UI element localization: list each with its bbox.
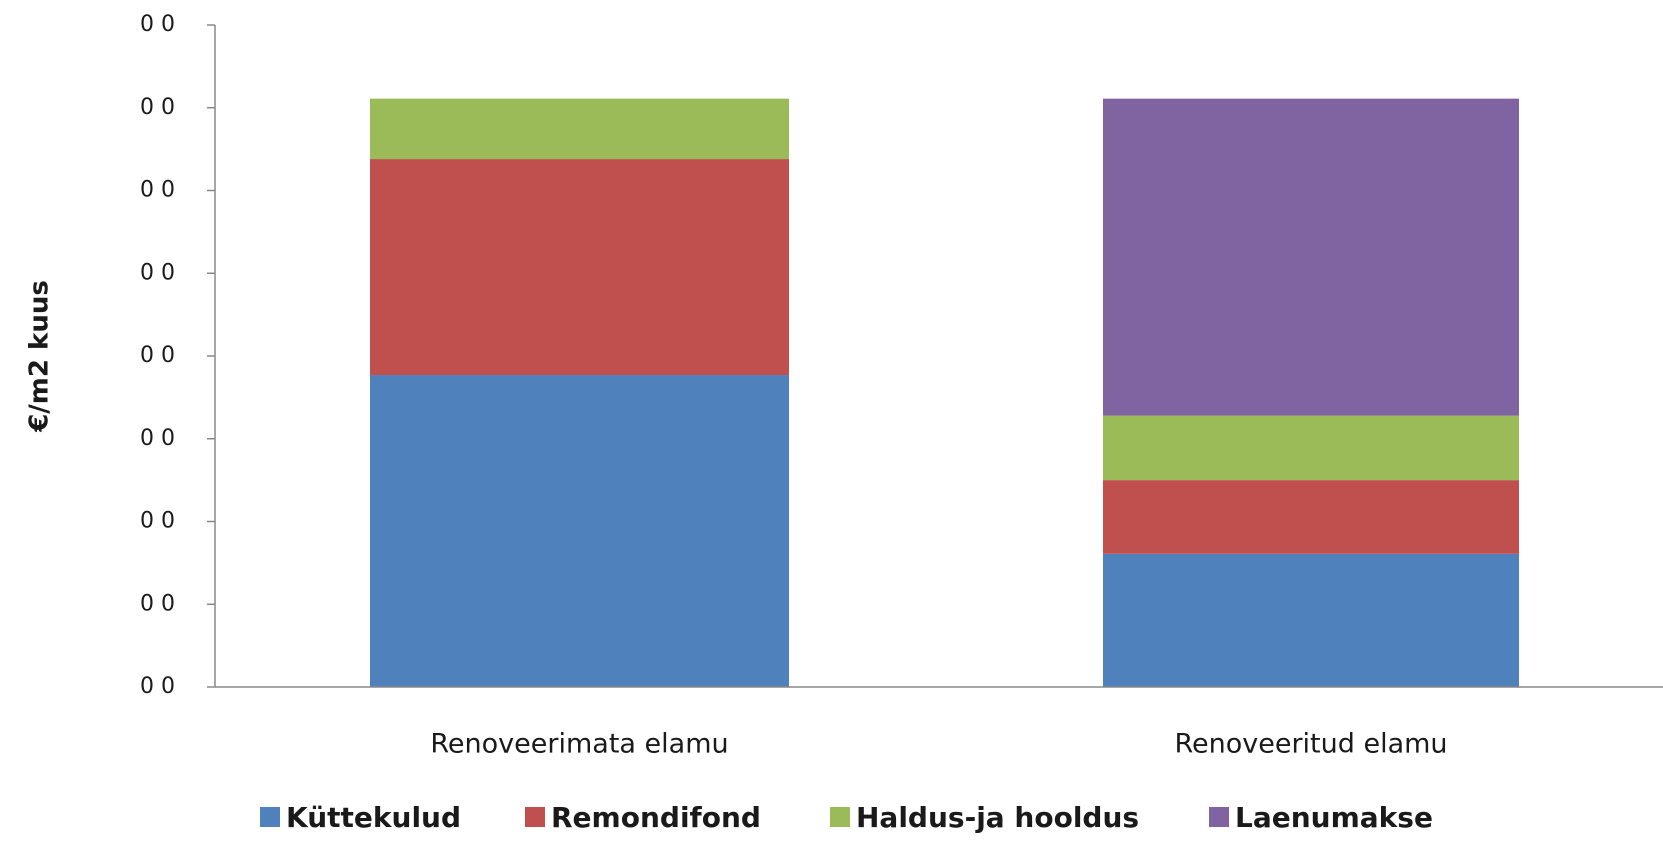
legend-swatch (830, 807, 850, 827)
bar-segment (370, 375, 789, 687)
y-tick-label: 0 0 (140, 591, 175, 616)
bar-segment (1103, 553, 1519, 687)
bar-segment (370, 159, 789, 376)
y-tick-label: 0 0 (140, 260, 175, 285)
y-tick-label: 0 0 (140, 178, 175, 203)
y-tick-label: 0 0 (140, 95, 175, 120)
y-tick-label: 0 0 (140, 343, 175, 368)
legend-swatch (1209, 807, 1229, 827)
legend-label: Küttekulud (286, 801, 461, 834)
y-tick-label: 0 0 (140, 426, 175, 451)
legend-label: Haldus-ja hooldus (856, 801, 1139, 834)
bar-segment (1103, 98, 1519, 416)
legend-label: Remondifond (551, 801, 761, 834)
bar-segment (1103, 480, 1519, 554)
x-tick-label: Renoveerimata elamu (430, 729, 728, 760)
bar-segment (370, 98, 789, 160)
legend-swatch (260, 807, 280, 827)
y-axis-label: €/m2 kuus (25, 280, 55, 433)
legend-label: Laenumakse (1235, 801, 1433, 834)
legend-swatch (525, 807, 545, 827)
y-tick-label: 0 0 (140, 674, 175, 699)
y-tick-label: 0 0 (140, 12, 175, 37)
y-tick-label: 0 0 (140, 509, 175, 534)
bar-segment (1103, 415, 1519, 481)
x-tick-label: Renoveeritud elamu (1174, 729, 1447, 760)
